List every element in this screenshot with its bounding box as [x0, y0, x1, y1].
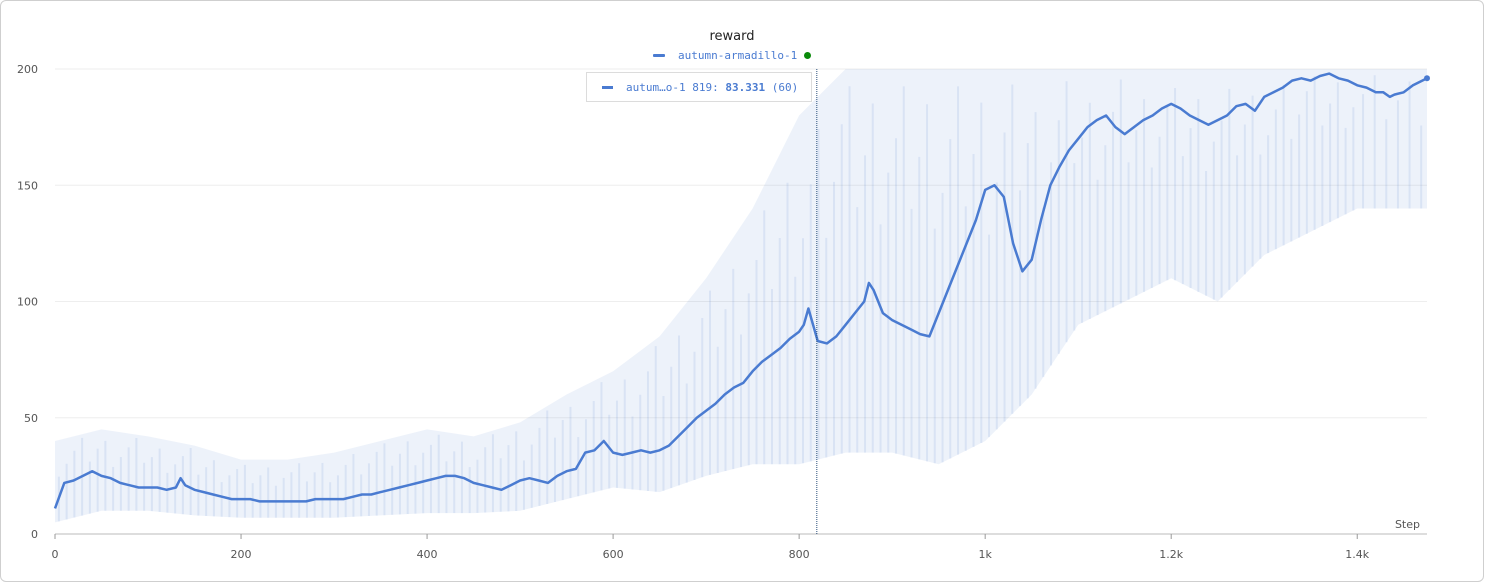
- y-tick-label: 200: [17, 63, 38, 76]
- tooltip-count: (60): [771, 80, 799, 94]
- series-end-point: [1424, 75, 1430, 82]
- tooltip-swatch-icon: [602, 85, 613, 89]
- x-tick-label: 200: [231, 548, 252, 561]
- chart-legend[interactable]: autumn-armadillo-1: [653, 49, 812, 62]
- chart-title: reward: [709, 29, 755, 44]
- tooltip-value: 83.331: [725, 80, 766, 94]
- legend-series-name[interactable]: autumn-armadillo-1: [678, 49, 798, 62]
- y-tick-label: 0: [31, 528, 38, 541]
- y-tick-label: 100: [17, 296, 38, 309]
- legend-swatch-icon: [653, 54, 665, 57]
- x-tick-label: 0: [52, 548, 59, 561]
- smoothed-series-line[interactable]: [53, 72, 1428, 509]
- x-axis-label: Step: [1395, 518, 1420, 531]
- hover-tooltip: autum…o-1 819: 83.331 (60): [586, 72, 812, 102]
- x-tick-label: 1.4k: [1345, 548, 1369, 561]
- x-tick-label: 1.2k: [1159, 548, 1183, 561]
- raw-series-band: [55, 69, 1427, 523]
- x-tick-label: 600: [603, 548, 624, 561]
- y-tick-label: 50: [24, 412, 38, 425]
- x-tick-label: 800: [789, 548, 810, 561]
- status-dot-icon: [804, 52, 812, 59]
- tooltip-label: autum…o-1 819:: [626, 80, 719, 94]
- x-tick-label: 1k: [978, 548, 992, 561]
- x-tick-label: 400: [417, 548, 438, 561]
- y-tick-label: 150: [17, 179, 38, 192]
